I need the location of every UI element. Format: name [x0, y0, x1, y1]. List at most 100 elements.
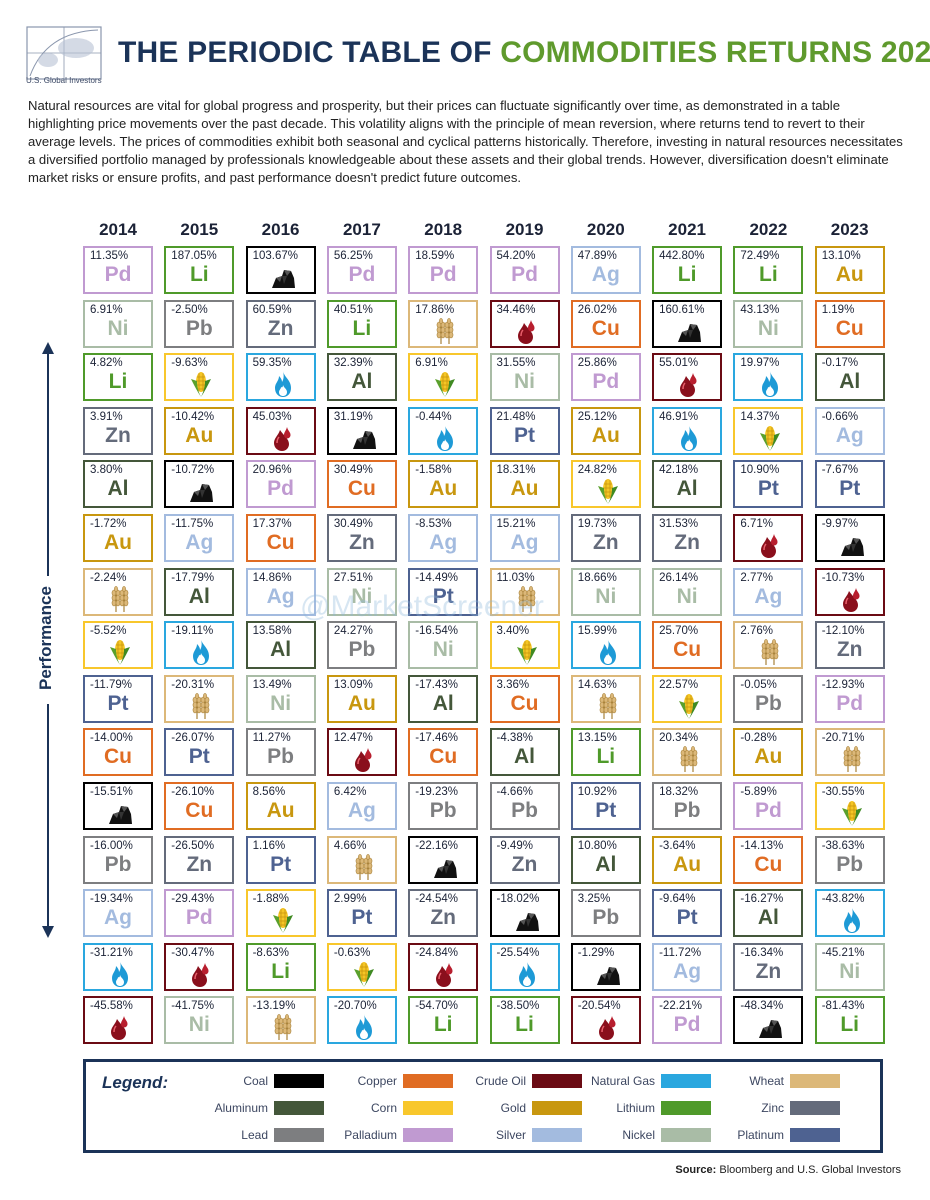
- return-value: -10.73%: [821, 571, 865, 584]
- coal-icon: [840, 538, 864, 556]
- cell-2022-zinc: -16.34% Zn: [733, 942, 804, 991]
- cell-2021-platinum: -9.64% Pt: [652, 889, 723, 938]
- element-symbol: Pb: [348, 638, 376, 662]
- return-value: -10.42%: [171, 410, 215, 423]
- legend-swatch: [532, 1128, 582, 1142]
- cell-2015-lithium: 187.05% Li: [164, 246, 235, 294]
- cell-2021-gold: -3.64% Au: [652, 835, 723, 884]
- cell-2022-palladium: -5.89% Pd: [733, 782, 804, 830]
- cell-2021-wheat: 20.34%: [652, 728, 723, 777]
- return-value: 24.27%: [333, 625, 373, 638]
- cell-2020-coal: -1.29%: [570, 942, 641, 991]
- return-value: -2.24%: [90, 571, 127, 584]
- legend-swatch: [661, 1101, 711, 1115]
- cell-2020-copper: 26.02% Cu: [570, 299, 641, 348]
- return-value: 26.02%: [577, 303, 617, 316]
- coal-icon: [190, 484, 214, 503]
- element-symbol: Pt: [839, 477, 861, 501]
- return-value: 3.40%: [496, 625, 530, 638]
- cell-2016-crude-oil: 45.03%: [245, 406, 316, 455]
- element-symbol: Pb: [836, 852, 864, 876]
- element-symbol: Pt: [757, 477, 779, 501]
- return-value: 442.80%: [659, 250, 705, 262]
- cell-2021-zinc: 31.53% Zn: [652, 514, 723, 562]
- return-value: -8.53%: [415, 518, 452, 530]
- cell-2021-nickel: 26.14% Ni: [652, 567, 723, 616]
- element-symbol: Al: [595, 852, 617, 876]
- cell-2015-aluminum: -17.79% Al: [164, 567, 235, 616]
- return-value: 4.66%: [333, 839, 367, 852]
- return-value: -19.34%: [90, 893, 133, 906]
- return-value: 13.58%: [252, 625, 292, 638]
- coal-icon: [596, 966, 620, 985]
- element-symbol: Ni: [270, 691, 292, 715]
- legend-title: Legend:: [102, 1073, 169, 1092]
- coal-icon: [759, 1020, 783, 1039]
- element-symbol: Al: [188, 584, 210, 608]
- cell-2020-natural-gas: 15.99%: [570, 621, 641, 670]
- corn-icon: [597, 479, 618, 505]
- return-value: -1.29%: [577, 946, 615, 959]
- return-value: 32.39%: [333, 357, 373, 370]
- return-value: -38.63%: [821, 839, 865, 852]
- cell-2018-coal: -22.16%: [408, 835, 479, 884]
- legend-swatch: [403, 1101, 453, 1115]
- cell-2016-nickel: 13.49% Ni: [245, 674, 316, 723]
- element-symbol: Ag: [510, 531, 539, 554]
- cell-2017-silver: 6.42% Ag: [326, 782, 397, 830]
- element-symbol: Pb: [104, 852, 132, 876]
- element-symbol: Pd: [754, 799, 782, 822]
- cell-2018-palladium: 18.59% Pd: [408, 246, 479, 294]
- cell-2015-wheat: -20.31%: [164, 674, 235, 723]
- element-symbol: Al: [270, 638, 292, 662]
- return-value: 31.53%: [659, 518, 699, 530]
- element-symbol: Pd: [104, 263, 132, 286]
- return-value: -19.11%: [171, 625, 214, 638]
- return-value: -11.72%: [659, 946, 702, 959]
- cell-2018-lithium: -54.70% Li: [408, 996, 479, 1045]
- element-symbol: Al: [839, 370, 861, 394]
- legend-item-aluminum: Aluminum: [204, 1100, 324, 1116]
- cell-2022-aluminum: -16.27% Al: [733, 889, 804, 938]
- legend-swatch: [532, 1074, 582, 1088]
- performance-label: Performance: [36, 586, 55, 690]
- cell-2021-palladium: -22.21% Pd: [652, 996, 723, 1045]
- return-value: 3.36%: [496, 678, 530, 691]
- cell-2015-platinum: -26.07% Pt: [164, 728, 235, 777]
- oil-drop-icon: [761, 534, 778, 558]
- return-value: 13.15%: [577, 732, 617, 745]
- wheat-icon: [111, 585, 129, 612]
- return-value: -12.10%: [821, 625, 865, 638]
- return-value: 18.32%: [659, 786, 699, 798]
- cell-2016-corn: -1.88%: [245, 889, 316, 938]
- return-value: -5.89%: [740, 786, 777, 798]
- legend-item-gold: Gold: [462, 1100, 582, 1116]
- cell-2023-crude-oil: -10.73%: [814, 567, 885, 616]
- element-symbol: Pt: [351, 906, 373, 930]
- cell-2023-coal: -9.97%: [814, 514, 885, 562]
- return-value: -17.46%: [415, 732, 459, 745]
- element-symbol: Zn: [267, 316, 294, 340]
- return-value: 1.19%: [821, 303, 855, 316]
- coal-icon: [352, 430, 376, 449]
- return-value: -9.64%: [659, 893, 696, 906]
- element-symbol: Pd: [836, 691, 864, 715]
- return-value: -16.54%: [415, 625, 459, 638]
- element-symbol: Li: [189, 263, 209, 286]
- return-value: 45.03%: [252, 410, 292, 423]
- cell-2019-platinum: 21.48% Pt: [489, 406, 560, 455]
- return-value: -0.66%: [821, 410, 859, 423]
- title-part-1: THE PERIODIC TABLE OF: [118, 36, 492, 69]
- legend-swatch: [790, 1101, 840, 1115]
- element-symbol: Au: [673, 852, 702, 876]
- flame-icon: [762, 371, 779, 398]
- cell-2020-crude-oil: -20.54%: [570, 996, 641, 1045]
- return-value: 72.49%: [740, 250, 780, 262]
- element-symbol: Pt: [270, 852, 292, 876]
- cell-2014-gold: -1.72% Au: [83, 514, 153, 562]
- return-value: 3.25%: [577, 893, 611, 906]
- coal-icon: [434, 859, 458, 878]
- return-value: -11.75%: [171, 518, 214, 530]
- return-value: 31.55%: [496, 357, 536, 370]
- cell-2022-gold: -0.28% Au: [733, 728, 804, 777]
